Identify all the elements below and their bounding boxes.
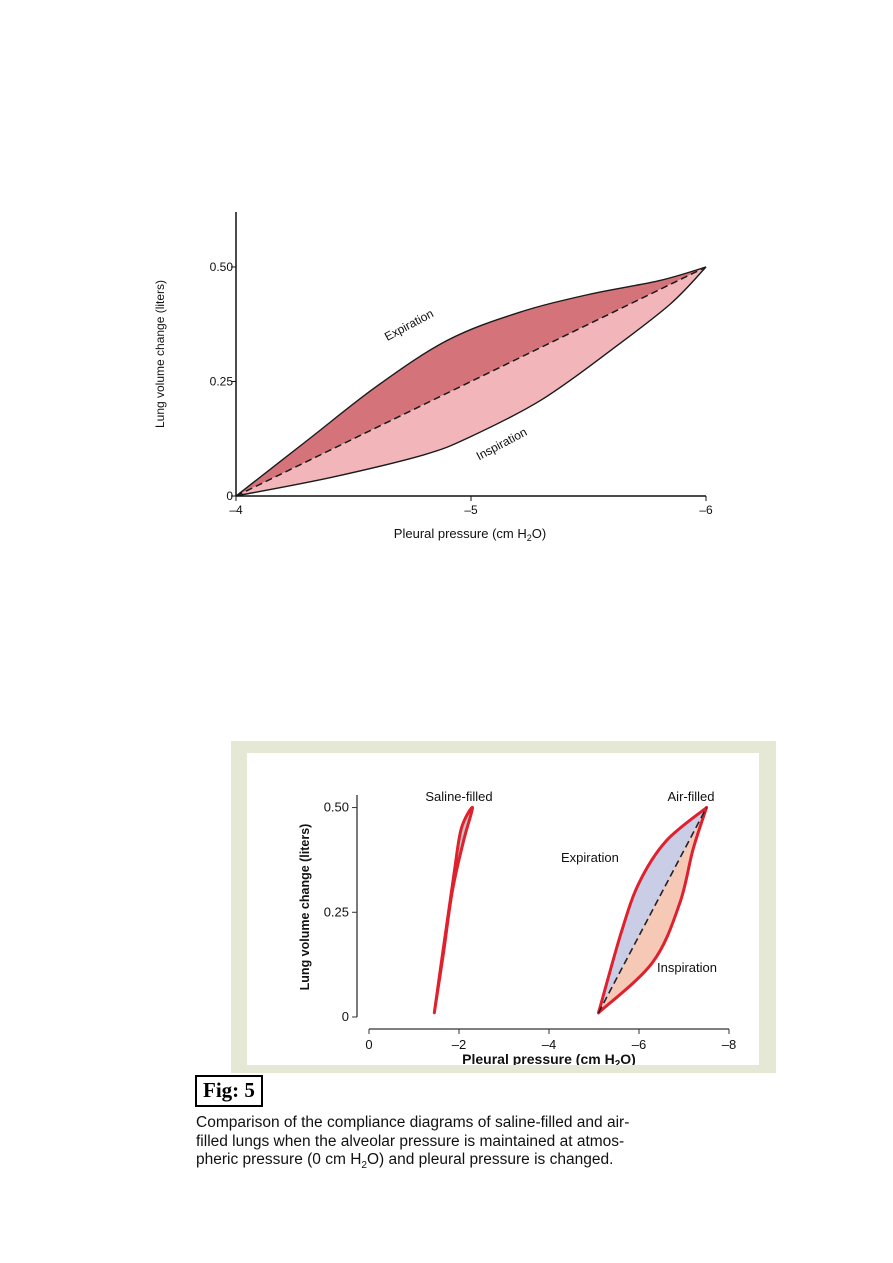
x-tick-label: –4	[542, 1037, 556, 1052]
air-dashed-diagonal	[597, 807, 708, 1014]
caption-line-1: Comparison of the compliance diagrams of…	[196, 1114, 630, 1131]
x-axis-label: Pleural pressure (cm H2O)	[394, 526, 546, 543]
x-tick-label: –4	[229, 503, 243, 517]
figure-caption: Comparison of the compliance diagrams of…	[196, 1114, 766, 1176]
x-tick-label: –6	[632, 1037, 646, 1052]
chart-top: 0 0.25 0.50 –4 –5 –6 Pleural pressure (cm H2O)…	[153, 212, 713, 543]
figure-label: Fig: 5	[195, 1075, 263, 1107]
saline-loop	[432, 805, 474, 1015]
chart-bottom-background: 0 –2 –4 –6 –8 0 0.25 0.50 Pleural pressure (cm H…	[247, 753, 759, 1065]
caption-subscript: 2	[361, 1160, 367, 1172]
caption-line-3: pheric pressure (0 cm H	[196, 1151, 362, 1168]
chart-bottom: 0 –2 –4 –6 –8 0 0.25 0.50 Pleural pressure (cm H…	[298, 789, 736, 1065]
x-tick-label: –6	[699, 503, 713, 517]
saline-filled-label: Saline-filled	[425, 789, 492, 804]
y-axis-label: Lung volume change (liters)	[153, 280, 167, 428]
y-tick-label: 0.50	[210, 260, 234, 274]
air-filled-label: Air-filled	[668, 789, 715, 804]
y-axis-label: Lung volume change (liters)	[298, 824, 312, 991]
expiration-label: Expiration	[561, 850, 619, 865]
x-tick-label: 0	[365, 1037, 372, 1052]
x-axis-label: Pleural pressure (cm H2O)	[462, 1051, 636, 1065]
expiration-curve	[235, 266, 707, 497]
x-tick-label: –5	[464, 503, 478, 517]
air-expiration-curve	[597, 806, 708, 1015]
inspiration-label: Inspiration	[657, 960, 717, 975]
y-tick-label: 0	[342, 1009, 349, 1024]
caption-line-3-end: O) and pleural pressure is changed.	[366, 1151, 614, 1168]
x-tick-label: –8	[722, 1037, 736, 1052]
inspiration-curve	[235, 266, 707, 497]
y-tick-label: 0.50	[324, 800, 349, 815]
y-tick-label: 0.25	[324, 904, 349, 919]
x-tick-label: –2	[452, 1037, 466, 1052]
air-inspiration-curve	[597, 806, 708, 1015]
dashed-diagonal	[235, 266, 707, 497]
y-tick-label: 0	[226, 489, 233, 503]
y-tick-label: 0.25	[210, 374, 234, 388]
expiration-label: Expiration	[382, 306, 436, 343]
chart-bottom-panel: 0 –2 –4 –6 –8 0 0.25 0.50 Pleural pressure (cm H…	[231, 741, 776, 1073]
caption-line-2: filled lungs when the alveolar pressure …	[196, 1132, 625, 1150]
